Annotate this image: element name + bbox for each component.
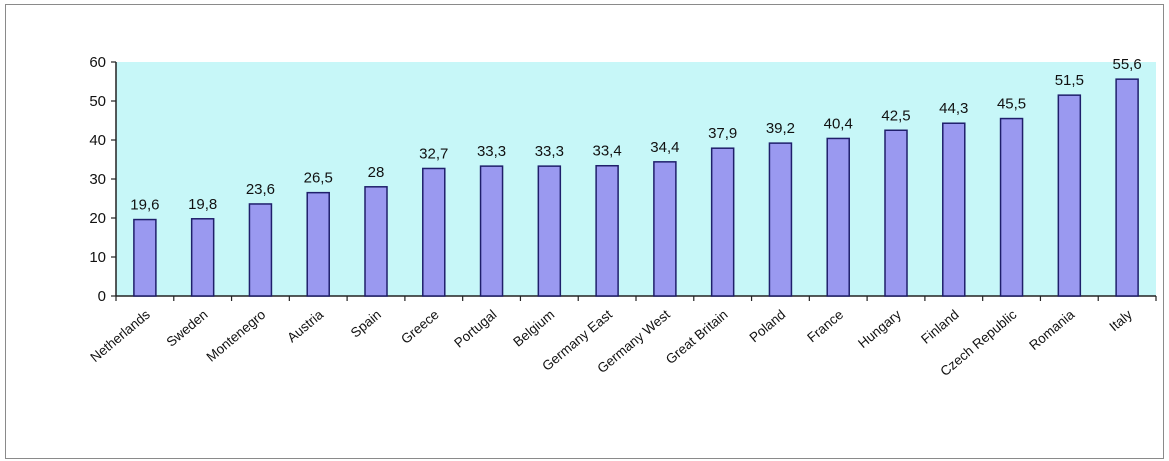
category-label: Montenegro bbox=[204, 307, 269, 365]
category-label: Hungary bbox=[855, 307, 904, 351]
bar bbox=[364, 186, 388, 297]
data-label: 34,4 bbox=[650, 139, 679, 156]
bar bbox=[942, 122, 966, 297]
bar bbox=[1057, 94, 1082, 297]
category-label: Netherlands bbox=[87, 307, 153, 365]
data-label: 51,5 bbox=[1055, 72, 1084, 89]
data-label: 33,3 bbox=[535, 143, 564, 160]
y-tick-label: 50 bbox=[89, 93, 106, 110]
data-label: 32,7 bbox=[419, 145, 448, 162]
data-label: 45,5 bbox=[997, 96, 1026, 113]
category-label: Greece bbox=[398, 307, 442, 347]
data-label: 23,6 bbox=[246, 181, 275, 198]
bar bbox=[884, 129, 908, 297]
category-label: Poland bbox=[747, 307, 789, 346]
data-label: 37,9 bbox=[708, 125, 737, 142]
category-label: Finland bbox=[918, 307, 962, 347]
bar bbox=[133, 218, 157, 297]
bar-series bbox=[133, 78, 1139, 297]
data-label: 42,5 bbox=[881, 107, 910, 124]
category-label: Great Britain bbox=[663, 307, 731, 367]
y-tick-label: 60 bbox=[89, 54, 106, 71]
bar bbox=[422, 167, 446, 297]
bar bbox=[595, 164, 619, 297]
data-label: 33,3 bbox=[477, 143, 506, 160]
bar bbox=[999, 117, 1024, 297]
y-tick-label: 0 bbox=[98, 288, 106, 305]
y-tick-label: 20 bbox=[89, 210, 106, 227]
data-label: 19,8 bbox=[188, 196, 217, 213]
bar bbox=[710, 147, 735, 297]
category-label: Portugal bbox=[451, 307, 499, 351]
data-label: 19,6 bbox=[130, 197, 159, 214]
data-labels: 19,6 19,8 23,6 26,5 28 32,7 33,3 33,3 33,4 34,4 37… bbox=[130, 56, 1141, 213]
bar bbox=[1115, 78, 1139, 297]
data-label: 55,6 bbox=[1113, 56, 1142, 73]
x-axis bbox=[115, 295, 1157, 301]
category-label: Sweden bbox=[164, 307, 211, 350]
data-label: 26,5 bbox=[304, 170, 333, 187]
data-label: 28 bbox=[368, 164, 385, 181]
data-label: 44,3 bbox=[939, 100, 968, 117]
category-label: Romania bbox=[1026, 306, 1077, 353]
data-label: 40,4 bbox=[824, 115, 853, 132]
bar bbox=[653, 161, 677, 297]
y-tick-label: 10 bbox=[89, 249, 106, 266]
category-label: Austria bbox=[284, 307, 326, 346]
chart-frame: 0 10 20 30 40 50 60 19,6 19,8 23,6 26,5 28 32,7 33,3… bbox=[5, 4, 1164, 459]
category-label: Italy bbox=[1106, 307, 1135, 335]
category-label: Belgium bbox=[510, 307, 557, 350]
bar bbox=[826, 137, 850, 297]
bar bbox=[479, 165, 504, 297]
data-label: 33,4 bbox=[593, 143, 622, 160]
bar bbox=[537, 165, 562, 297]
category-label: France bbox=[804, 307, 846, 346]
y-tick-label: 30 bbox=[89, 171, 106, 188]
bar bbox=[768, 142, 793, 297]
plot-area bbox=[116, 62, 1156, 296]
bar bbox=[190, 218, 215, 297]
category-label: Spain bbox=[348, 307, 384, 341]
bar bbox=[248, 203, 273, 297]
y-tick-label: 40 bbox=[89, 132, 106, 149]
bar-chart: 0 10 20 30 40 50 60 19,6 19,8 23,6 26,5 28 32,7 33,3… bbox=[87, 54, 1157, 379]
y-axis: 0 10 20 30 40 50 60 bbox=[89, 54, 117, 305]
bar bbox=[306, 191, 330, 297]
data-label: 39,2 bbox=[766, 120, 795, 137]
